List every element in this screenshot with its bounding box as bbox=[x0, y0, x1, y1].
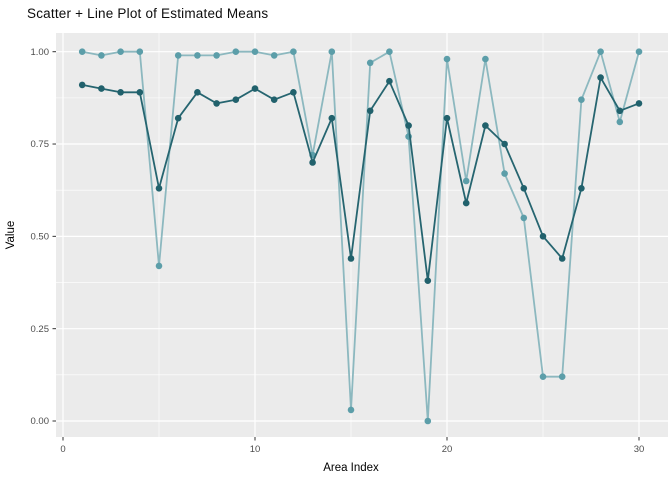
data-point-light-teal-estimate bbox=[290, 48, 297, 55]
data-point-light-teal-estimate bbox=[578, 96, 585, 103]
data-point-light-teal-estimate bbox=[194, 52, 201, 59]
x-tick-label: 20 bbox=[442, 444, 453, 455]
y-tick-label: 1.00 bbox=[31, 47, 50, 58]
data-point-dark-teal-estimate bbox=[194, 89, 201, 96]
series-line-dark-teal-estimate bbox=[82, 76, 640, 282]
data-point-dark-teal-estimate bbox=[117, 89, 124, 96]
data-point-dark-teal-estimate bbox=[232, 96, 240, 103]
y-axis-title: Value bbox=[5, 221, 17, 250]
data-point-dark-teal-estimate bbox=[520, 185, 528, 192]
chart-title: Scatter + Line Plot of Estimated Means bbox=[27, 6, 269, 21]
data-point-dark-teal-estimate bbox=[251, 85, 259, 92]
data-point-light-teal-estimate bbox=[462, 177, 470, 185]
data-point-dark-teal-estimate bbox=[424, 277, 432, 285]
data-point-dark-teal-estimate bbox=[482, 122, 489, 129]
data-point-light-teal-estimate bbox=[174, 52, 182, 59]
data-point-light-teal-estimate bbox=[328, 48, 336, 55]
data-point-dark-teal-estimate bbox=[635, 100, 643, 107]
data-point-dark-teal-estimate bbox=[328, 114, 336, 122]
data-point-light-teal-estimate bbox=[366, 59, 374, 67]
data-point-light-teal-estimate bbox=[117, 48, 124, 55]
x-tick-label: 0 bbox=[60, 444, 65, 455]
data-point-light-teal-estimate bbox=[635, 48, 643, 55]
data-point-light-teal-estimate bbox=[520, 214, 528, 222]
data-point-dark-teal-estimate bbox=[443, 114, 451, 122]
data-point-light-teal-estimate bbox=[386, 48, 393, 55]
data-point-dark-teal-estimate bbox=[78, 81, 86, 89]
data-point-light-teal-estimate bbox=[232, 48, 240, 55]
data-point-light-teal-estimate bbox=[347, 406, 355, 414]
plot-panel bbox=[56, 33, 668, 437]
data-point-dark-teal-estimate bbox=[539, 233, 547, 240]
data-point-dark-teal-estimate bbox=[616, 107, 624, 115]
data-point-light-teal-estimate bbox=[213, 52, 220, 59]
data-point-light-teal-estimate bbox=[616, 118, 624, 126]
data-point-light-teal-estimate bbox=[251, 48, 259, 55]
data-point-light-teal-estimate bbox=[558, 373, 566, 381]
data-point-dark-teal-estimate bbox=[386, 77, 393, 85]
data-point-light-teal-estimate bbox=[597, 48, 604, 55]
data-point-dark-teal-estimate bbox=[136, 89, 144, 96]
data-point-light-teal-estimate bbox=[424, 417, 432, 425]
y-tick-label: 0.75 bbox=[31, 139, 50, 150]
data-point-light-teal-estimate bbox=[270, 52, 278, 59]
data-point-light-teal-estimate bbox=[78, 48, 86, 55]
data-point-dark-teal-estimate bbox=[578, 185, 585, 192]
data-point-dark-teal-estimate bbox=[462, 199, 470, 207]
data-point-dark-teal-estimate bbox=[174, 114, 182, 122]
data-point-light-teal-estimate bbox=[136, 48, 144, 55]
y-tick-label: 0.50 bbox=[31, 232, 50, 243]
y-tick-label: 0.25 bbox=[31, 324, 50, 335]
data-point-light-teal-estimate bbox=[482, 55, 489, 63]
data-point-dark-teal-estimate bbox=[366, 107, 374, 115]
x-axis-title: Area Index bbox=[323, 462, 379, 474]
data-point-dark-teal-estimate bbox=[347, 255, 355, 262]
data-point-dark-teal-estimate bbox=[501, 140, 508, 148]
y-tick-label: 0.00 bbox=[31, 416, 50, 427]
data-point-dark-teal-estimate bbox=[309, 159, 316, 166]
data-point-dark-teal-estimate bbox=[597, 74, 604, 81]
data-point-dark-teal-estimate bbox=[405, 122, 412, 129]
x-tick-label: 10 bbox=[250, 444, 261, 455]
data-point-light-teal-estimate bbox=[501, 170, 508, 177]
data-point-light-teal-estimate bbox=[155, 262, 163, 270]
data-point-dark-teal-estimate bbox=[270, 96, 278, 103]
x-tick-label: 30 bbox=[634, 444, 645, 455]
data-point-dark-teal-estimate bbox=[558, 255, 566, 262]
data-point-dark-teal-estimate bbox=[155, 185, 163, 192]
data-point-dark-teal-estimate bbox=[213, 100, 220, 107]
data-point-dark-teal-estimate bbox=[290, 89, 297, 96]
data-point-light-teal-estimate bbox=[539, 373, 547, 381]
data-point-light-teal-estimate bbox=[443, 55, 451, 63]
data-point-light-teal-estimate bbox=[98, 52, 105, 59]
data-point-dark-teal-estimate bbox=[98, 85, 105, 92]
